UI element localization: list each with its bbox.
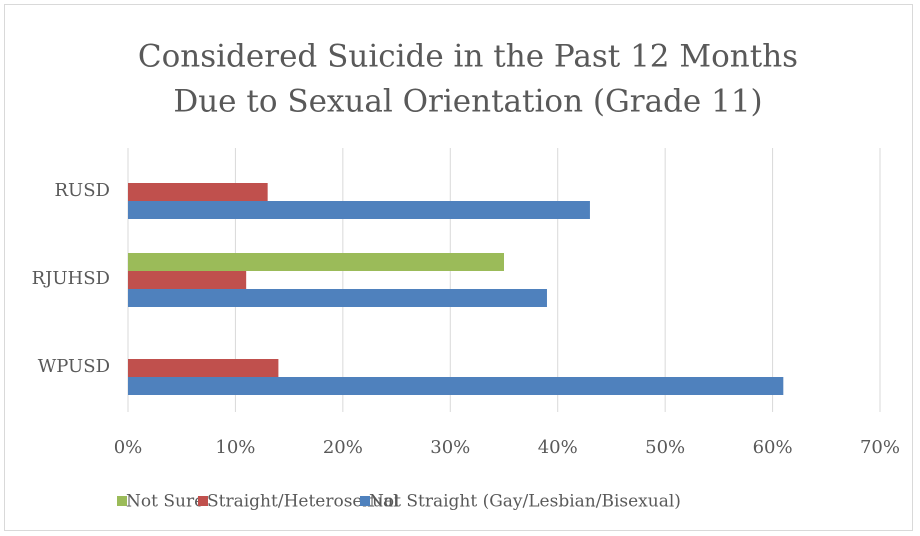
x-tick-label: 50% — [645, 437, 685, 458]
bar — [128, 271, 247, 289]
chart-title: Considered Suicide in the Past 12 Months — [138, 39, 798, 75]
bar — [128, 377, 784, 395]
y-tick-label: RJUHSD — [32, 268, 110, 289]
legend-label: Not Sure — [126, 492, 204, 512]
legend-swatch — [117, 496, 127, 506]
bar — [128, 253, 504, 271]
x-tick-label: 60% — [753, 437, 793, 458]
x-tick-label: 40% — [538, 437, 578, 458]
bar — [128, 359, 279, 377]
x-tick-label: 20% — [323, 437, 363, 458]
y-tick-label: WPUSD — [38, 356, 110, 377]
legend-label: Not Straight (Gay/Lesbian/Bisexual) — [369, 492, 681, 512]
x-tick-label: 70% — [860, 437, 900, 458]
bar — [128, 201, 590, 219]
x-tick-label: 30% — [430, 437, 470, 458]
legend-swatch — [198, 496, 208, 506]
legend-label: Straight/Heterosexual — [207, 492, 399, 512]
bar — [128, 183, 268, 201]
x-tick-label: 10% — [215, 437, 255, 458]
chart-title: Due to Sexual Orientation (Grade 11) — [173, 84, 762, 120]
legend-swatch — [360, 496, 370, 506]
y-tick-label: RUSD — [55, 180, 111, 201]
bar — [128, 289, 547, 307]
x-tick-label: 0% — [114, 437, 143, 458]
